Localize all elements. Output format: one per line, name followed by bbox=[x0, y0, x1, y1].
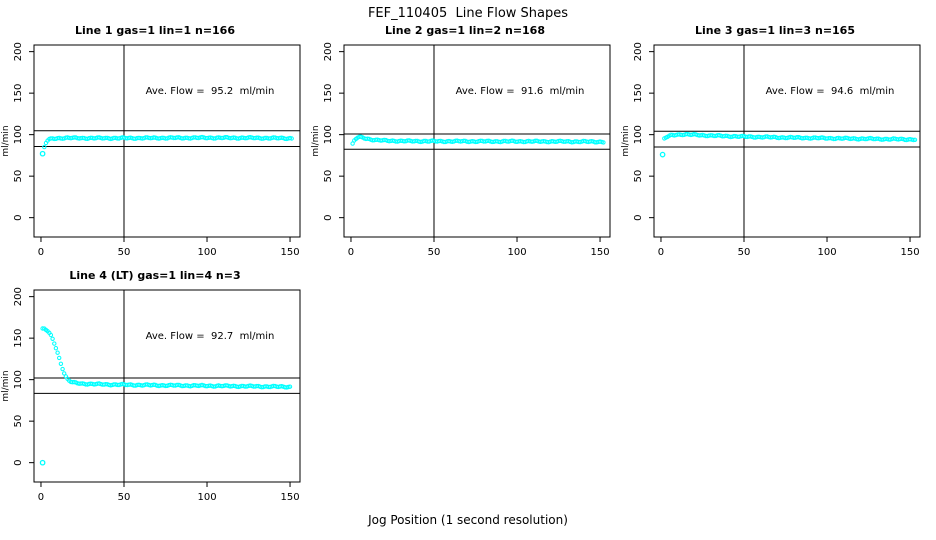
avg-flow-annotation-line2: Ave. Flow = 91.6 ml/min bbox=[455, 86, 585, 97]
data-point bbox=[53, 346, 59, 351]
y-tick-label: 150 bbox=[13, 329, 24, 348]
y-tick-label: 100 bbox=[13, 125, 24, 144]
plot-area-line3: 0 50 100 150 0 50 100 150 200 ml/min bbox=[621, 42, 921, 258]
y-tick-label: 0 bbox=[13, 214, 24, 220]
x-tick-label: 100 bbox=[197, 247, 216, 258]
y-tick-label: 150 bbox=[633, 84, 644, 103]
outlier-point bbox=[39, 459, 46, 466]
y-axis-label: ml/min bbox=[1, 125, 11, 156]
y-tick-label: 50 bbox=[323, 170, 334, 183]
x-tick-label: 150 bbox=[900, 247, 919, 258]
data-point bbox=[350, 141, 355, 146]
y-axis-label: ml/min bbox=[311, 125, 321, 156]
x-tick-label: 50 bbox=[738, 247, 751, 258]
y-tick-label: 100 bbox=[323, 125, 334, 144]
panel-title-line4: Line 4 (LT) gas=1 lin=4 n=3 bbox=[69, 269, 241, 282]
y-tick-label: 150 bbox=[323, 84, 334, 103]
flow-series bbox=[662, 131, 918, 143]
x-tick-label: 0 bbox=[38, 247, 44, 258]
outlier-point bbox=[659, 151, 666, 158]
y-tick-label: 0 bbox=[323, 214, 334, 220]
panel-line4: 0 50 100 150 0 50 100 150 200 ml/min Line 4 (LT) … bbox=[0, 265, 310, 510]
panel-line3: 0 50 100 150 0 50 100 150 200 ml/min Line 3 gas=1… bbox=[620, 20, 930, 265]
y-tick-label: 200 bbox=[13, 42, 24, 61]
flow-series bbox=[42, 134, 294, 150]
y-tick-label: 100 bbox=[13, 370, 24, 389]
data-point bbox=[52, 341, 57, 346]
flow-series bbox=[350, 134, 606, 146]
avg-flow-annotation-line1: Ave. Flow = 95.2 ml/min bbox=[145, 86, 275, 97]
x-tick-label: 50 bbox=[428, 247, 441, 258]
plot-box bbox=[343, 44, 611, 238]
panel-line2: 0 50 100 150 0 50 100 150 200 ml/min Line 2 gas=1… bbox=[310, 20, 620, 265]
plot-box bbox=[33, 289, 301, 483]
x-tick-label: 100 bbox=[817, 247, 836, 258]
x-tick-label: 0 bbox=[348, 247, 354, 258]
x-tick-label: 150 bbox=[590, 247, 609, 258]
outlier-point bbox=[39, 150, 46, 157]
plot-area-line1: 0 50 100 150 0 50 100 150 200 ml/min bbox=[1, 42, 301, 258]
panel-title-line1: Line 1 gas=1 lin=1 n=166 bbox=[74, 24, 235, 37]
avg-flow-annotation-line3: Ave. Flow = 94.6 ml/min bbox=[765, 86, 895, 97]
plot-area-line4: 0 50 100 150 0 50 100 150 200 ml/min bbox=[1, 287, 301, 503]
x-axis-label: Jog Position (1 second resolution) bbox=[368, 513, 568, 527]
plot-box bbox=[653, 44, 921, 238]
panel-title-line3: Line 3 gas=1 lin=3 n=165 bbox=[694, 24, 855, 37]
data-point bbox=[48, 332, 54, 338]
data-point bbox=[42, 144, 47, 150]
y-tick-label: 0 bbox=[13, 459, 24, 465]
x-tick-label: 0 bbox=[658, 247, 664, 258]
data-point bbox=[40, 326, 45, 331]
panel-line1: 0 50 100 150 0 50 100 150 200 ml/min Line 1 gas=1… bbox=[0, 20, 310, 265]
y-tick-label: 150 bbox=[13, 84, 24, 103]
data-point bbox=[57, 355, 62, 361]
y-tick-label: 50 bbox=[13, 415, 24, 428]
x-tick-label: 100 bbox=[507, 247, 526, 258]
x-tick-label: 100 bbox=[197, 492, 216, 503]
data-point bbox=[60, 366, 65, 372]
plot-box bbox=[33, 44, 301, 238]
data-point bbox=[912, 137, 918, 143]
data-point bbox=[58, 361, 64, 367]
flow-series bbox=[40, 326, 293, 390]
x-tick-label: 50 bbox=[118, 247, 131, 258]
y-tick-label: 200 bbox=[633, 42, 644, 61]
x-tick-label: 150 bbox=[280, 247, 299, 258]
y-tick-label: 200 bbox=[323, 42, 334, 61]
y-axis-label: ml/min bbox=[621, 125, 631, 156]
panel-title-line2: Line 2 gas=1 lin=2 n=168 bbox=[384, 24, 545, 37]
data-point bbox=[50, 336, 55, 342]
data-point bbox=[601, 140, 606, 145]
data-point bbox=[287, 384, 293, 389]
figure-title: FEF_110405 Line Flow Shapes bbox=[367, 6, 569, 21]
avg-flow-annotation-line4: Ave. Flow = 92.7 ml/min bbox=[145, 331, 275, 342]
x-tick-label: 150 bbox=[280, 492, 299, 503]
data-point bbox=[55, 350, 60, 355]
y-tick-label: 200 bbox=[13, 287, 24, 306]
y-tick-label: 50 bbox=[633, 170, 644, 183]
y-axis-label: ml/min bbox=[1, 370, 11, 401]
plot-area-line2: 0 50 100 150 0 50 100 150 200 ml/min bbox=[311, 42, 611, 258]
data-point bbox=[61, 371, 67, 376]
y-tick-label: 50 bbox=[13, 170, 24, 183]
x-tick-label: 50 bbox=[118, 492, 131, 503]
data-point bbox=[289, 136, 294, 141]
y-tick-label: 100 bbox=[633, 125, 644, 144]
x-tick-label: 0 bbox=[38, 492, 44, 503]
y-tick-label: 0 bbox=[633, 214, 644, 220]
